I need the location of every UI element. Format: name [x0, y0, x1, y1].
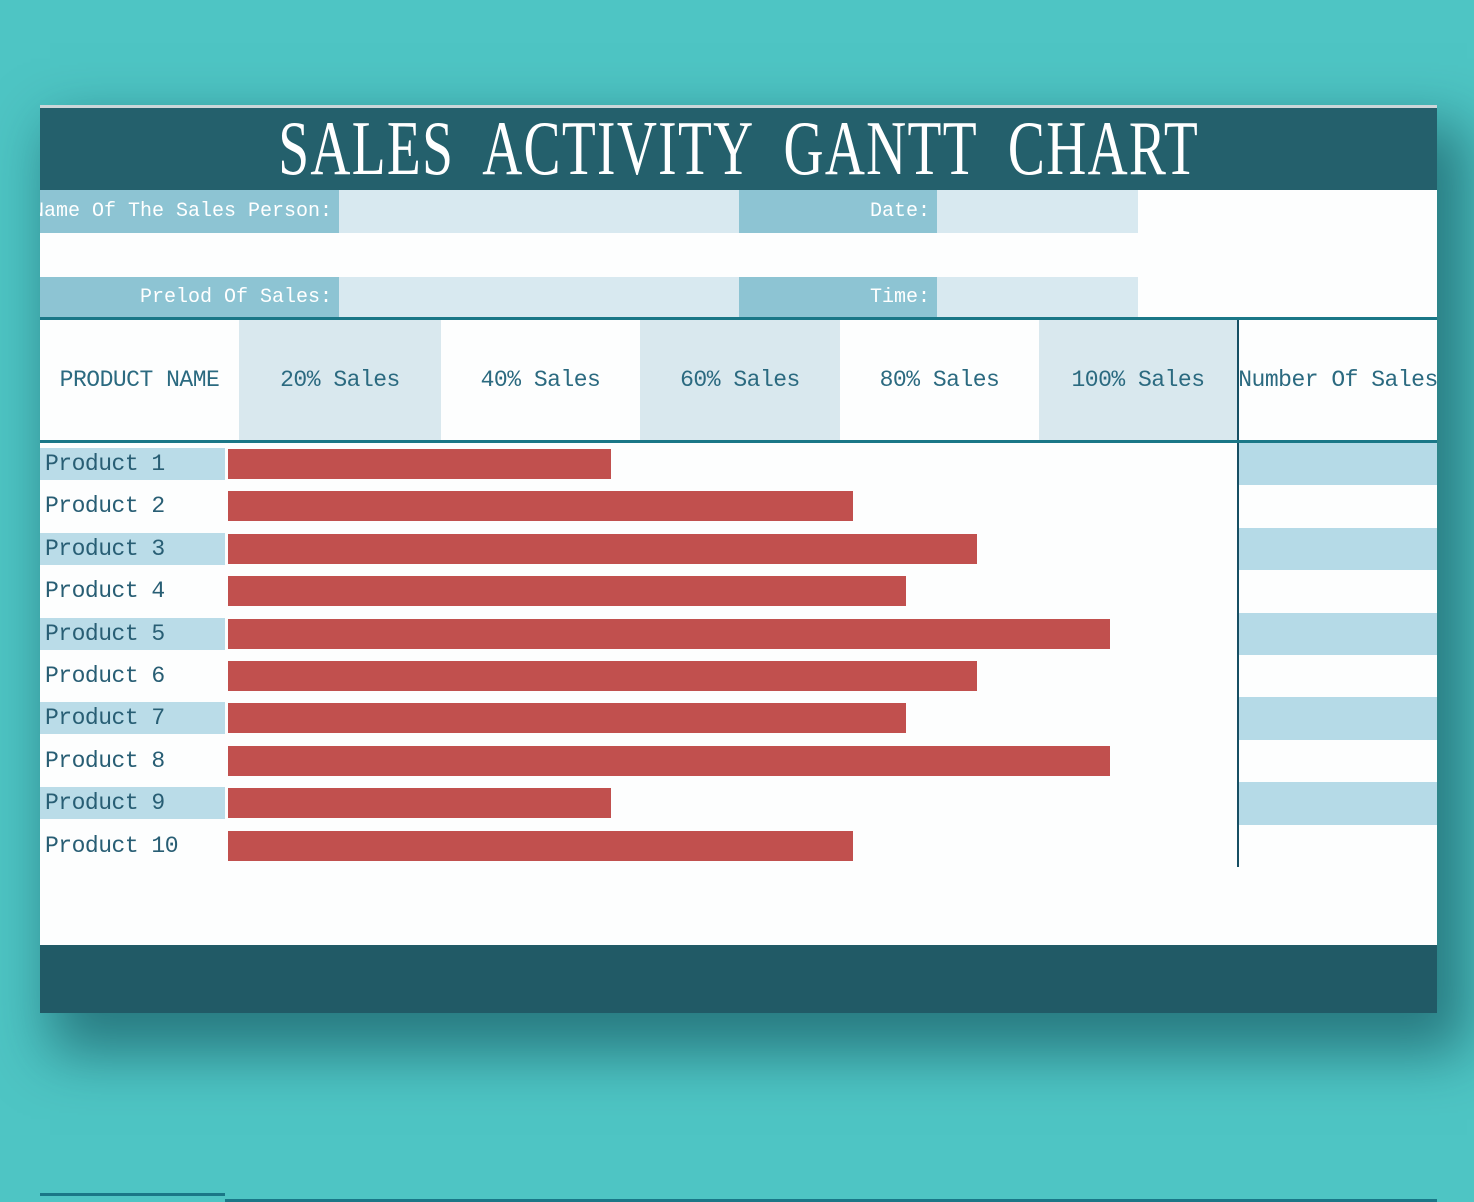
divider-line-top — [40, 317, 1437, 320]
gantt-bar — [228, 533, 977, 564]
product-name-cell[interactable]: Product 2 — [40, 485, 225, 527]
meta-row2-spacer — [1138, 277, 1437, 317]
table-row: Product 6 — [40, 654, 1437, 698]
meta-row1-spacer — [1138, 190, 1437, 233]
product-name-cell[interactable]: Product 3 — [40, 528, 225, 570]
product-name-cell[interactable]: Product 8 — [40, 740, 225, 782]
product-name-cell[interactable]: Product 10 — [40, 825, 225, 867]
spreadsheet-sheet: SALES ACTIVITY GANTT CHART Name Of The S… — [40, 105, 1437, 1202]
period-input[interactable] — [339, 277, 739, 317]
gantt-body: Product 1 Product 2 Product 3 Product 4 … — [40, 443, 1437, 1202]
product-label: Product 1 — [40, 448, 225, 480]
number-of-sales-cell[interactable] — [1237, 782, 1437, 825]
title-bar: SALES ACTIVITY GANTT CHART — [40, 108, 1437, 190]
meta-gap — [40, 233, 1437, 277]
gantt-track — [225, 485, 1237, 528]
column-header-number-of-sales: Number Of Sales — [1237, 320, 1437, 440]
product-name-cell[interactable]: Product 6 — [40, 655, 225, 697]
salesperson-label: Name Of The Sales Person: — [40, 190, 339, 233]
column-header-product-name: PRODUCT NAME — [40, 320, 239, 440]
table-row: Product 4 — [40, 570, 1437, 613]
label-column-bottom-border — [40, 1193, 225, 1196]
product-name-cell[interactable]: Product 9 — [40, 782, 225, 824]
table-row: Product 3 — [40, 527, 1437, 571]
product-label: Product 3 — [40, 532, 225, 565]
gantt-track — [225, 739, 1237, 783]
gantt-track — [225, 443, 1237, 486]
column-header-100-sales: 100% Sales — [1039, 320, 1237, 440]
product-name-cell[interactable]: Product 1 — [40, 443, 225, 485]
gantt-bar — [228, 788, 611, 819]
product-name-cell[interactable]: Product 4 — [40, 570, 225, 612]
product-label: Product 4 — [45, 578, 165, 605]
table-row: Product 5 — [40, 612, 1437, 655]
column-header-20-sales: 20% Sales — [239, 320, 441, 440]
gantt-bar — [228, 830, 853, 861]
product-label: Product 7 — [40, 702, 225, 735]
salesperson-input[interactable] — [339, 190, 739, 233]
gantt-track — [225, 782, 1237, 825]
divider-line-header-bottom — [40, 440, 1437, 443]
product-label: Product 10 — [45, 832, 179, 859]
gantt-track — [225, 570, 1237, 613]
column-header-60-sales: 60% Sales — [640, 320, 840, 440]
number-of-sales-cell[interactable] — [1237, 654, 1437, 698]
date-input[interactable] — [937, 190, 1138, 233]
product-label: Product 8 — [45, 747, 165, 774]
number-of-sales-cell[interactable] — [1237, 443, 1437, 486]
column-header-40-sales: 40% Sales — [441, 320, 640, 440]
meta-row-salesperson: Name Of The Sales Person: Date: — [40, 190, 1437, 233]
product-name-cell[interactable]: Product 5 — [40, 613, 225, 655]
gantt-bar — [228, 660, 977, 691]
gantt-bar — [228, 618, 1110, 649]
table-row: Product 1 — [40, 443, 1437, 486]
product-name-cell[interactable]: Product 7 — [40, 697, 225, 739]
gantt-track — [225, 527, 1237, 571]
product-label: Product 2 — [45, 493, 165, 520]
gantt-track — [225, 824, 1237, 867]
table-row: Product 10 — [40, 824, 1437, 867]
gantt-bar — [228, 745, 1110, 776]
table-row: Product 2 — [40, 485, 1437, 528]
screenshot-root: { "title": "SALES ACTIVITY GANTT CHART",… — [40, 105, 1437, 1202]
number-of-sales-cell[interactable] — [1237, 612, 1437, 655]
number-of-sales-cell[interactable] — [1237, 739, 1437, 783]
table-row: Product 7 — [40, 697, 1437, 740]
product-label: Product 9 — [40, 787, 225, 820]
number-of-sales-cell[interactable] — [1237, 697, 1437, 740]
table-header-row: PRODUCT NAME 20% Sales 40% Sales 60% Sal… — [40, 320, 1437, 440]
time-input[interactable] — [937, 277, 1138, 317]
number-of-sales-cell[interactable] — [1237, 824, 1437, 867]
table-row: Product 8 — [40, 739, 1437, 783]
number-of-sales-cell[interactable] — [1237, 570, 1437, 613]
page-title: SALES ACTIVITY GANTT CHART — [278, 108, 1199, 190]
gantt-bar — [228, 449, 611, 479]
footer-band — [40, 945, 1437, 1013]
date-label: Date: — [739, 190, 937, 233]
gantt-bar — [228, 703, 906, 734]
time-label: Time: — [739, 277, 937, 317]
period-label: Prelod Of Sales: — [40, 277, 339, 317]
product-label: Product 5 — [40, 617, 225, 650]
gantt-bar — [228, 576, 906, 607]
product-label: Product 6 — [45, 662, 165, 689]
gantt-track — [225, 697, 1237, 740]
table-row: Product 9 — [40, 782, 1437, 825]
number-of-sales-cell[interactable] — [1237, 485, 1437, 528]
gantt-track — [225, 654, 1237, 698]
bottom-whitespace — [40, 867, 1437, 945]
number-of-sales-cell[interactable] — [1237, 527, 1437, 571]
meta-row-period: Prelod Of Sales: Time: — [40, 277, 1437, 317]
column-header-80-sales: 80% Sales — [840, 320, 1039, 440]
gantt-bar — [228, 491, 853, 522]
gantt-track — [225, 612, 1237, 655]
